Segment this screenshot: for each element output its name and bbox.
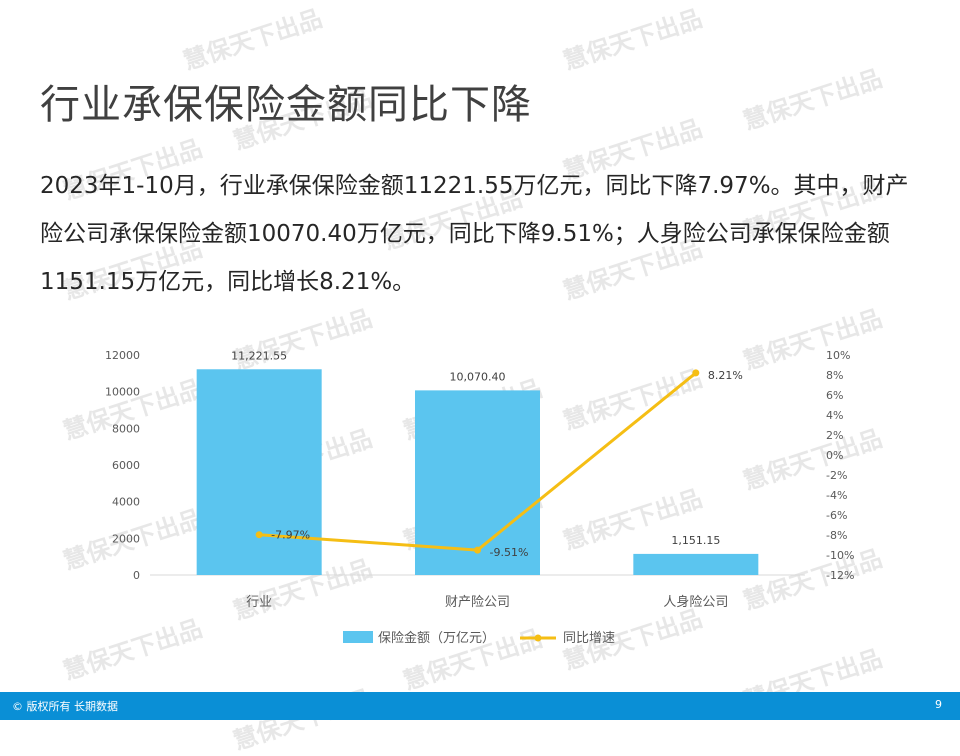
y-left-tick-label: 12000 (105, 349, 140, 362)
bar (196, 369, 322, 575)
combo-chart: 0 2000 4000 6000 8000 10000 12000 10% 8% 6% 4% 2% 0%… (105, 349, 854, 646)
bar-data-label: 11,221.55 (231, 349, 287, 362)
y-right-tick-label: 6% (826, 389, 843, 402)
x-tick-label: 财产险公司 (445, 595, 510, 610)
line-point (692, 369, 700, 377)
y-left-tick-label: 6000 (112, 459, 140, 472)
line-data-label: 8.21% (708, 369, 743, 382)
y-left-tick-label: 4000 (112, 496, 140, 509)
y-right-tick-label: -6% (826, 509, 847, 522)
summary-paragraph: 2023年1-10月，行业承保保险金额11221.55万亿元，同比下降7.97%… (40, 173, 909, 295)
y-left-tick-label: 8000 (112, 422, 140, 435)
y-left-tick-label: 0 (133, 569, 140, 582)
y-right-tick-label: 8% (826, 369, 843, 382)
y-right-tick-label: -4% (826, 489, 847, 502)
y-right-tick-label: -8% (826, 529, 847, 542)
bar (633, 553, 759, 575)
page-title: 行业承保保险金额同比下降 (40, 82, 532, 128)
page-number: 9 (935, 698, 942, 711)
bar-data-label: 10,070.40 (450, 370, 506, 383)
y-right-tick-label: 0% (826, 449, 843, 462)
y-right-tick-label: -12% (826, 569, 854, 582)
legend-bar-label: 保险金额（万亿元） (378, 630, 495, 646)
line-data-label: -9.51% (490, 546, 529, 559)
x-tick-label: 行业 (246, 595, 272, 610)
y-right-tick-label: -10% (826, 549, 854, 562)
bar (415, 390, 540, 575)
y-right-tick-label: 10% (826, 349, 850, 362)
line-point (255, 531, 263, 539)
legend-line-marker (534, 634, 542, 642)
y-right-tick-label: -2% (826, 469, 847, 482)
footer-bar: © 版权所有 长期数据 9 (0, 692, 960, 720)
y-right-tick-label: 4% (826, 409, 843, 422)
line-point (474, 546, 481, 554)
legend-line-label: 同比增速 (563, 631, 615, 646)
bar-data-label: 1,151.15 (671, 534, 720, 547)
y-left-tick-label: 2000 (112, 532, 140, 545)
y-right-tick-label: 2% (826, 429, 843, 442)
legend-bar-swatch (343, 631, 373, 643)
y-left-tick-label: 10000 (105, 386, 140, 399)
line-data-label: -7.97% (271, 529, 310, 542)
x-tick-label: 人身险公司 (663, 594, 728, 610)
copyright-text: © 版权所有 长期数据 (12, 700, 118, 713)
